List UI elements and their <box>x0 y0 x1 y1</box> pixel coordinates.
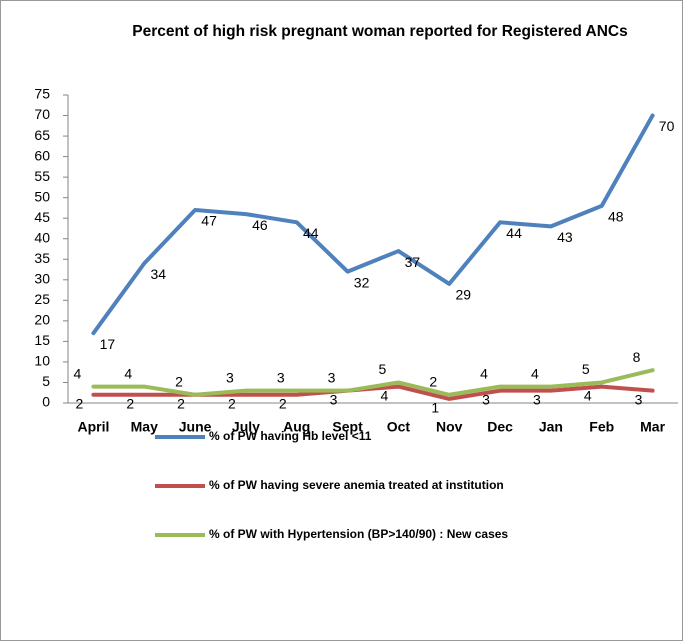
y-tick-label: 70 <box>34 106 50 122</box>
data-label: 46 <box>252 217 268 233</box>
y-tick-label: 5 <box>42 373 50 389</box>
data-label: 29 <box>455 287 471 303</box>
y-tick-label: 40 <box>34 229 50 245</box>
data-label: 2 <box>279 395 287 411</box>
data-label: 32 <box>354 274 370 290</box>
data-label: 5 <box>379 361 387 377</box>
y-tick-label: 50 <box>34 188 50 204</box>
x-tick-label: Mar <box>640 419 665 435</box>
y-tick-label: 25 <box>34 291 50 307</box>
data-label: 5 <box>582 361 590 377</box>
x-tick-label: May <box>131 419 158 435</box>
y-tick-label: 60 <box>34 147 50 163</box>
data-label: 4 <box>124 365 132 381</box>
data-label: 4 <box>480 365 488 381</box>
data-label: 3 <box>533 391 541 407</box>
y-tick-label: 30 <box>34 271 50 287</box>
data-label: 34 <box>150 266 166 282</box>
legend-label: % of PW having severe anemia treated at … <box>209 478 504 492</box>
data-label: 2 <box>177 395 185 411</box>
x-tick-label: April <box>77 419 109 435</box>
x-tick-label: Nov <box>436 419 463 435</box>
x-tick-label: Feb <box>589 419 614 435</box>
data-label: 17 <box>100 336 116 352</box>
y-tick-label: 0 <box>42 394 50 410</box>
x-tick-label: Aug <box>283 419 310 435</box>
data-label: 44 <box>506 225 522 241</box>
chart-title: Percent of high risk pregnant woman repo… <box>132 23 628 40</box>
data-label: 37 <box>405 254 421 270</box>
y-tick-label: 20 <box>34 312 50 328</box>
data-label: 70 <box>659 118 675 134</box>
data-label: 8 <box>633 349 641 365</box>
data-label: 3 <box>226 369 234 385</box>
y-tick-label: 10 <box>34 353 50 369</box>
data-label: 3 <box>328 369 336 385</box>
x-tick-label: Sept <box>332 419 363 435</box>
data-label: 3 <box>635 391 643 407</box>
data-label: 2 <box>429 373 437 389</box>
data-label: 2 <box>175 373 183 389</box>
data-label: 2 <box>76 395 84 411</box>
data-label: 1 <box>431 400 439 416</box>
data-label: 3 <box>482 391 490 407</box>
legend-label: % of PW having Hb level <11 <box>209 429 372 443</box>
y-tick-label: 35 <box>34 250 50 266</box>
series-line <box>91 368 655 397</box>
data-label: 3 <box>330 391 338 407</box>
y-tick-label: 55 <box>34 168 50 184</box>
data-label: 48 <box>608 209 624 225</box>
data-label: 4 <box>531 365 539 381</box>
x-tick-label: Jan <box>539 419 563 435</box>
data-label: 44 <box>303 225 319 241</box>
y-tick-label: 15 <box>34 332 50 348</box>
data-label: 4 <box>74 365 82 381</box>
data-label: 43 <box>557 229 573 245</box>
x-tick-label: Dec <box>487 419 513 435</box>
data-label: 3 <box>277 369 285 385</box>
data-label: 2 <box>126 395 134 411</box>
data-label: 4 <box>584 387 592 403</box>
data-label: 2 <box>228 395 236 411</box>
y-tick-label: 65 <box>34 127 50 143</box>
x-tick-label: July <box>232 419 260 435</box>
x-tick-label: June <box>179 419 212 435</box>
series-line <box>91 113 655 336</box>
data-label: 4 <box>381 387 389 403</box>
data-label: 47 <box>201 213 217 229</box>
y-tick-label: 45 <box>34 209 50 225</box>
legend-label: % of PW with Hypertension (BP>140/90) : … <box>209 527 508 541</box>
y-tick-label: 75 <box>34 86 50 102</box>
x-tick-label: Oct <box>387 419 411 435</box>
